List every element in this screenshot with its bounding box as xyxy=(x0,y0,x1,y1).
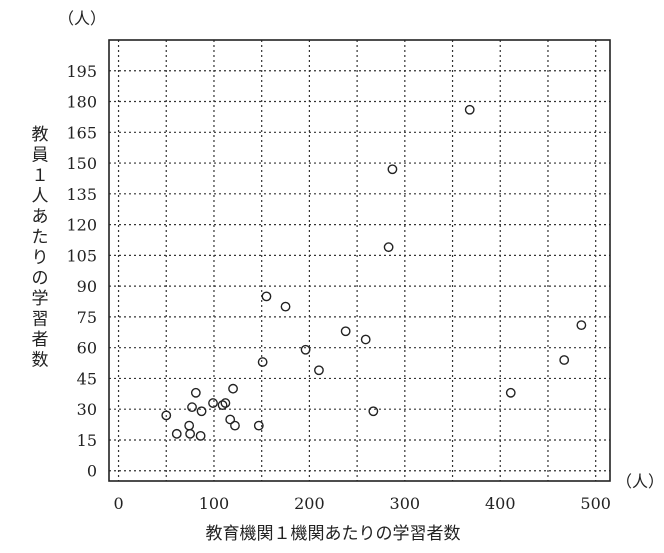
x-tick-label: 500 xyxy=(580,494,611,513)
data-point xyxy=(161,410,172,421)
data-point xyxy=(300,344,311,355)
data-point xyxy=(576,320,587,331)
plot-frame xyxy=(108,39,611,482)
x-unit-label: （人） xyxy=(616,472,664,491)
data-point xyxy=(171,428,182,439)
x-tick-label: 300 xyxy=(390,494,421,513)
y-tick-label: 60 xyxy=(77,339,97,358)
data-point xyxy=(464,104,475,115)
y-tick-label: 75 xyxy=(77,308,97,327)
y-tick-label: 195 xyxy=(66,62,97,81)
y-tick-label: 165 xyxy=(66,123,97,142)
data-point xyxy=(185,428,196,439)
data-point xyxy=(505,387,516,398)
data-point xyxy=(261,291,272,302)
y-tick-label: 0 xyxy=(87,462,97,481)
data-point xyxy=(187,402,197,413)
data-point xyxy=(253,420,264,431)
data-point xyxy=(208,398,218,408)
data-point xyxy=(220,398,231,408)
y-tick-label: 30 xyxy=(77,400,97,419)
data-point xyxy=(184,420,195,431)
y-tick-label: 120 xyxy=(66,216,97,235)
x-tick-label: 200 xyxy=(294,494,325,513)
data-point xyxy=(190,387,201,398)
y-axis-label: 教員１人あたりの学習者数 xyxy=(32,125,49,371)
data-point xyxy=(383,242,394,253)
data-point xyxy=(314,365,324,376)
y-tick-label: 150 xyxy=(66,154,97,173)
data-point xyxy=(280,301,291,312)
data-point xyxy=(340,326,351,337)
data-point xyxy=(225,414,236,425)
x-tick-label: 100 xyxy=(199,494,230,513)
data-point xyxy=(559,355,570,365)
y-tick-label: 15 xyxy=(77,431,97,450)
data-points xyxy=(161,104,587,441)
data-point xyxy=(360,334,371,345)
data-point xyxy=(217,400,228,411)
y-tick-label: 180 xyxy=(66,93,97,112)
data-point xyxy=(257,357,268,367)
x-axis-label: 教育機関１機関あたりの学習者数 xyxy=(206,524,461,544)
data-point xyxy=(196,406,207,417)
y-tick-label: 135 xyxy=(66,185,97,204)
x-tick-label: 0 xyxy=(113,494,123,513)
data-point xyxy=(387,164,398,175)
data-point xyxy=(195,430,206,441)
grid-lines xyxy=(109,40,610,481)
x-tick-label: 400 xyxy=(485,494,516,513)
y-tick-label: 45 xyxy=(77,369,97,388)
y-unit-label: （人） xyxy=(58,9,106,28)
data-point xyxy=(228,383,238,394)
data-point xyxy=(368,406,379,417)
tick-labels: 0 100 200 300 400 500 0 15 30 45 60 75 90 105 120 135 15… xyxy=(66,62,611,513)
y-tick-label: 90 xyxy=(77,277,97,296)
data-point xyxy=(230,420,240,431)
y-tick-label: 105 xyxy=(66,246,97,265)
